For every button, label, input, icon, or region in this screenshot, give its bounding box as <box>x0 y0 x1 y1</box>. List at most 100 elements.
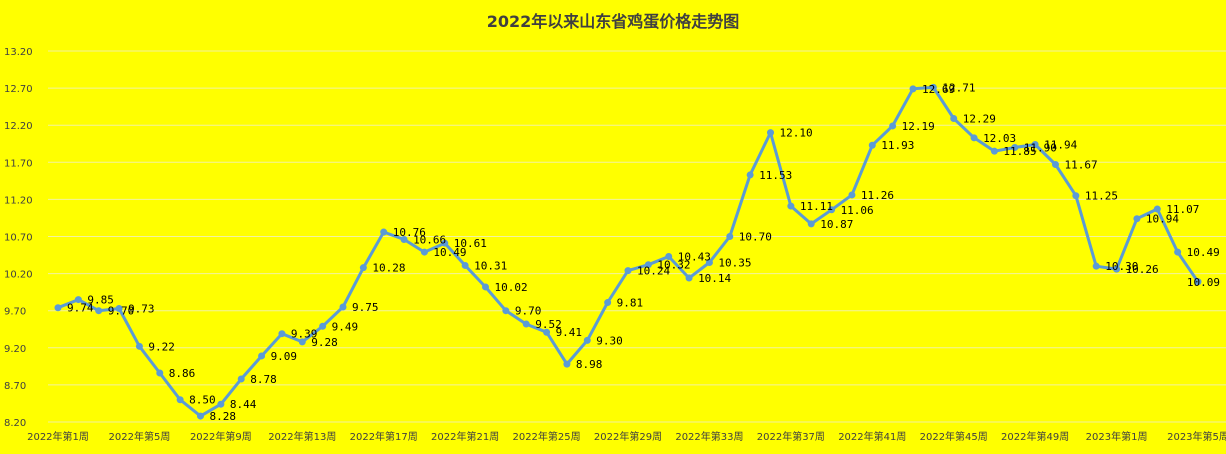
data-label: 10.66 <box>413 233 446 246</box>
data-label: 9.70 <box>515 305 542 318</box>
data-point <box>278 330 286 338</box>
data-label: 8.86 <box>169 367 196 380</box>
data-label: 9.85 <box>87 294 114 307</box>
data-label: 10.49 <box>1187 246 1220 259</box>
y-tick-label: 12.70 <box>4 84 33 95</box>
data-label: 10.70 <box>739 231 772 244</box>
data-label: 11.11 <box>800 200 833 213</box>
data-label: 10.24 <box>637 265 670 278</box>
data-label: 12.10 <box>780 127 813 140</box>
x-tick-label: 2022年第1周 <box>27 430 89 443</box>
data-point <box>929 83 937 91</box>
data-point <box>1174 248 1182 256</box>
series-line <box>57 85 1200 418</box>
data-label: 10.87 <box>820 218 853 231</box>
data-label: 11.25 <box>1085 190 1118 203</box>
y-axis-ticks: 8.20 8.70 9.20 9.70 10.20 10.70 11.20 11.70 12.2… <box>4 47 33 429</box>
y-tick-label: 9.20 <box>4 344 26 355</box>
data-point <box>380 228 388 236</box>
data-label: 11.06 <box>841 204 874 217</box>
x-tick-label: 2022年第5周 <box>109 430 171 443</box>
data-point <box>217 400 225 408</box>
data-label: 10.28 <box>372 262 405 275</box>
data-label: 10.26 <box>1126 263 1159 276</box>
data-label: 9.28 <box>311 336 338 349</box>
data-label: 10.14 <box>698 272 731 285</box>
x-tick-label: 2022年第33周 <box>675 430 743 443</box>
data-point <box>176 396 184 404</box>
data-point <box>767 129 774 137</box>
data-label: 12.69 <box>922 83 955 96</box>
x-tick-label: 2022年第41周 <box>838 430 906 443</box>
y-tick-label: 8.70 <box>4 381 26 392</box>
data-point <box>359 264 367 272</box>
data-point <box>74 296 82 304</box>
data-point <box>441 239 449 247</box>
data-point <box>1092 262 1100 270</box>
data-label: 10.02 <box>495 281 528 294</box>
data-point <box>583 336 591 344</box>
data-point <box>1011 143 1019 151</box>
series-points <box>54 83 1202 420</box>
data-point <box>868 141 876 149</box>
y-tick-label: 13.20 <box>4 47 33 58</box>
data-label: 11.90 <box>1024 141 1057 154</box>
data-point <box>1031 140 1039 148</box>
x-tick-label: 2022年第37周 <box>757 430 825 443</box>
data-label: 9.52 <box>535 318 562 331</box>
data-point <box>95 307 103 315</box>
data-point <box>115 304 123 312</box>
x-tick-label: 2022年第45周 <box>920 430 988 443</box>
data-point <box>258 352 266 360</box>
data-label: 11.85 <box>1003 145 1036 158</box>
data-point <box>1133 215 1141 223</box>
data-label: 12.71 <box>942 81 975 94</box>
data-point <box>889 122 897 130</box>
data-point <box>197 412 204 420</box>
data-point <box>950 115 958 123</box>
y-tick-label: 10.20 <box>4 270 33 281</box>
data-point <box>543 328 551 336</box>
data-label: 12.29 <box>963 113 996 126</box>
x-tick-label: 2023年第5周 <box>1167 430 1226 443</box>
data-label: 11.07 <box>1166 203 1199 216</box>
data-point <box>156 369 164 377</box>
data-label: 8.50 <box>189 394 216 407</box>
data-label: 11.26 <box>861 189 894 202</box>
data-label: 9.09 <box>271 350 298 363</box>
data-point <box>787 202 795 210</box>
y-tick-label: 10.70 <box>4 233 33 244</box>
data-label: 9.81 <box>617 297 644 310</box>
data-label: 9.22 <box>148 340 175 353</box>
data-label: 10.32 <box>657 259 690 272</box>
data-point <box>1153 205 1161 213</box>
x-tick-label: 2022年第13周 <box>268 430 336 443</box>
gridlines <box>48 50 1226 423</box>
data-point <box>970 134 978 142</box>
data-label: 9.39 <box>291 328 318 341</box>
data-point <box>828 206 836 214</box>
data-label: 9.75 <box>352 301 379 314</box>
y-tick-label: 8.20 <box>4 418 26 429</box>
data-label: 9.41 <box>556 326 583 339</box>
data-point <box>705 258 713 266</box>
x-tick-label: 2022年第25周 <box>512 430 580 443</box>
data-label: 9.74 <box>67 302 94 315</box>
data-label: 10.94 <box>1146 213 1179 226</box>
data-label: 8.44 <box>230 398 257 411</box>
data-point <box>644 261 652 269</box>
data-point <box>1052 161 1059 169</box>
data-label: 9.73 <box>128 302 155 315</box>
data-label: 8.98 <box>576 358 603 371</box>
x-tick-label: 2022年第17周 <box>350 430 418 443</box>
y-tick-label: 9.70 <box>4 307 26 318</box>
data-point <box>237 375 245 383</box>
data-label: 9.30 <box>596 334 623 347</box>
data-label: 10.31 <box>474 259 507 272</box>
data-point <box>319 322 327 330</box>
data-point <box>909 85 917 93</box>
chart-title: 2022年以来山东省鸡蛋价格走势图 <box>487 12 740 31</box>
data-label: 10.09 <box>1187 276 1220 289</box>
x-tick-label: 2022年第9周 <box>190 430 252 443</box>
